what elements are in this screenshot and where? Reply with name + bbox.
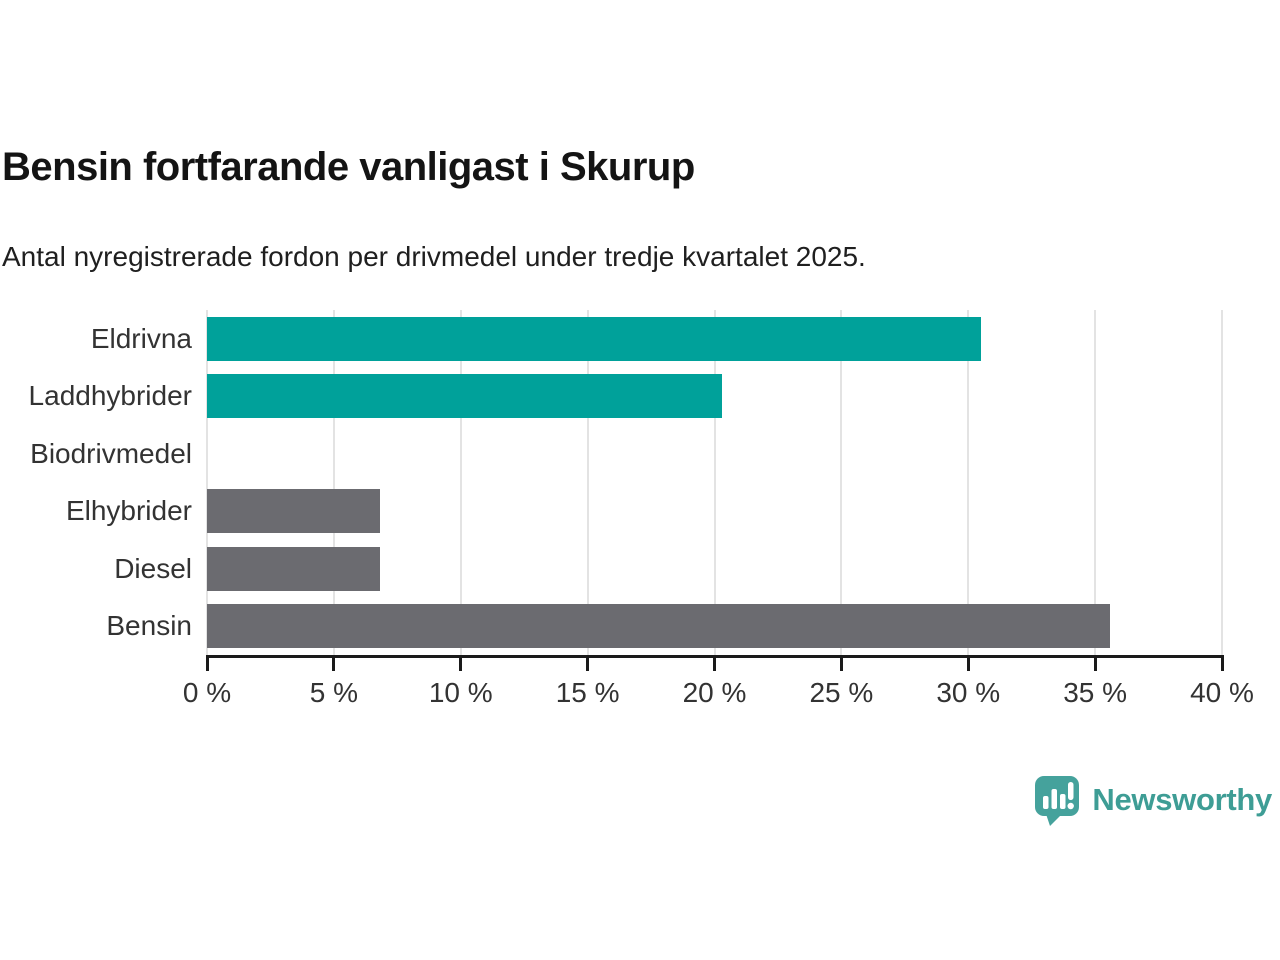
brand-name: Newsworthy [1092,782,1272,817]
bar-bensin [207,604,1111,649]
gridline [586,310,589,655]
bar-chart: Eldrivna Laddhybrider Biodrivmedel Elhybrid… [0,310,1280,710]
bar-diesel [207,546,380,591]
gridline [967,310,970,655]
x-axis-tick [713,658,716,671]
x-axis-tick [332,658,336,671]
x-axis-tick [966,658,970,671]
x-axis-tick-label: 15 % [555,677,620,708]
gridline [459,310,462,655]
chart-title: Bensin fortfarande vanligast i Skurup [2,145,695,189]
gridline [206,310,208,655]
bar-eldrivna [207,316,981,361]
x-axis-tick [459,658,463,671]
plot-area [206,310,1223,655]
brand-footer: Newsworthy [1033,772,1272,828]
category-label: Eldrivna [90,322,192,354]
category-label: Bensin [106,610,192,642]
x-axis-line [205,655,1224,658]
category-label: Elhybrider [65,495,192,527]
gridline [840,310,843,655]
category-label: Biodrivmedel [30,437,192,469]
newsworthy-logo-icon [1035,775,1080,826]
x-axis-tick [205,658,209,671]
gridline [713,310,716,655]
category-label: Laddhybrider [28,380,192,412]
category-label: Diesel [114,552,192,584]
x-axis-tick [1093,658,1097,671]
x-axis-tick [586,658,590,671]
x-axis-tick [1220,658,1224,671]
x-axis-tick-label: 0 % [182,677,232,708]
bar-elhybrider [207,489,380,534]
chart-subtitle: Antal nyregistrerade fordon per drivmede… [2,241,866,272]
gridline [332,310,335,655]
x-axis-tick-label: 5 % [309,677,358,708]
gridline [1094,310,1097,655]
x-axis-tick-label: 40 % [1190,677,1254,708]
x-axis-tick-label: 30 % [936,677,1001,708]
x-axis-tick-label: 25 % [809,677,874,708]
x-axis-tick [839,658,843,671]
x-axis-tick-label: 20 % [682,677,747,708]
bar-laddhybrider [207,374,723,419]
gridline [1221,310,1223,655]
x-axis-tick-label: 10 % [428,677,493,708]
x-axis-tick-label: 35 % [1063,677,1128,708]
